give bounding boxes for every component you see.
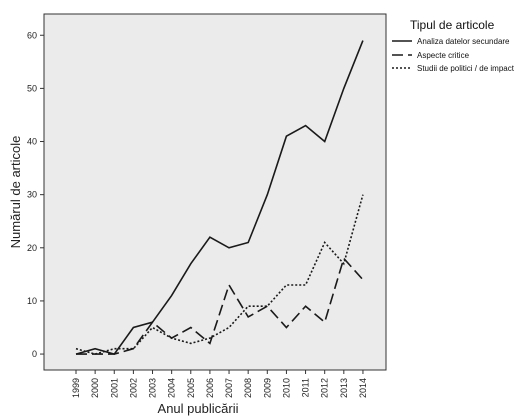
- x-tick-label: 2007: [224, 378, 234, 398]
- x-axis-label: Anul publicării: [158, 401, 239, 416]
- y-tick-label: 0: [32, 349, 37, 359]
- y-tick-label: 60: [27, 30, 37, 40]
- x-tick-label: 2014: [358, 378, 368, 398]
- x-tick-label: 2005: [186, 378, 196, 398]
- x-tick-label: 2002: [128, 378, 138, 398]
- legend-label: Studii de politici / de impact: [417, 64, 515, 73]
- x-tick-label: 2008: [243, 378, 253, 398]
- series-line: [76, 256, 364, 355]
- x-tick-label: 2013: [339, 378, 349, 398]
- x-tick-label: 2004: [167, 378, 177, 398]
- x-tick-label: 2009: [262, 378, 272, 398]
- x-tick-label: 2001: [109, 378, 119, 398]
- series-line: [75, 194, 364, 355]
- legend: Analiza datelor secundare Aspecte critice…: [392, 37, 515, 73]
- y-tick-label: 40: [27, 137, 37, 147]
- y-tick-label: 20: [27, 243, 37, 253]
- legend-label: Aspecte critice: [417, 51, 470, 60]
- y-tick-label: 50: [27, 83, 37, 93]
- plot-area: [43, 13, 387, 371]
- y-tick-label: 10: [27, 296, 37, 306]
- series-lines: [75, 40, 364, 356]
- x-tick-label: 2003: [148, 378, 158, 398]
- legend-title: Tipul de articole: [410, 18, 495, 32]
- x-tick-label: 2010: [281, 378, 291, 398]
- legend-label: Analiza datelor secundare: [417, 37, 510, 46]
- x-tick-label: 2000: [90, 378, 100, 398]
- x-tick-label: 2012: [320, 378, 330, 398]
- x-tick-label: 2006: [205, 378, 215, 398]
- y-axis-label: Numărul de articole: [8, 136, 23, 249]
- y-axis-ticks: 0 10 20 30 40 50 60: [27, 30, 44, 359]
- y-tick-label: 30: [27, 190, 37, 200]
- series-line: [75, 40, 364, 356]
- x-tick-label: 2011: [301, 378, 311, 397]
- x-tick-label: 1999: [71, 378, 81, 398]
- x-axis-ticks: 1999 2000 2001 2002 2003 2004 2005 2006 2007 2008…: [71, 370, 368, 398]
